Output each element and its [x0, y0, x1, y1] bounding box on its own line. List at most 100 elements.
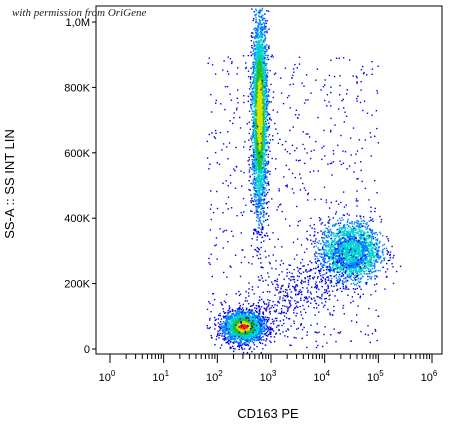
data-point	[259, 328, 262, 330]
data-point	[252, 65, 255, 67]
data-point	[258, 23, 260, 25]
data-point	[261, 15, 263, 18]
data-point	[256, 64, 258, 66]
data-point	[232, 342, 235, 345]
data-point	[267, 181, 270, 183]
data-point	[219, 315, 221, 317]
data-point	[227, 315, 229, 318]
data-point	[261, 33, 263, 35]
data-point	[252, 102, 254, 104]
data-point	[252, 182, 254, 184]
data-point	[255, 85, 257, 88]
data-point	[221, 329, 224, 331]
data-point	[264, 329, 266, 331]
data-point	[258, 50, 260, 52]
data-point	[254, 200, 257, 203]
data-point	[233, 329, 235, 332]
data-point	[267, 104, 269, 106]
data-point	[227, 316, 230, 319]
data-point	[262, 172, 264, 174]
data-point	[259, 331, 261, 333]
data-point	[263, 158, 266, 160]
data-point	[262, 14, 264, 16]
data-point	[258, 227, 261, 229]
data-point	[261, 192, 263, 194]
data-point	[244, 344, 246, 346]
data-point	[258, 178, 261, 181]
data-point	[268, 122, 270, 124]
data-point	[221, 333, 223, 335]
data-point	[230, 338, 232, 340]
data-point	[258, 198, 260, 200]
data-point	[248, 321, 250, 324]
data-point	[252, 123, 255, 125]
data-point	[260, 203, 262, 205]
data-point	[261, 179, 263, 181]
data-point	[225, 322, 227, 325]
data-point	[261, 19, 263, 21]
data-point	[227, 341, 229, 343]
data-point	[267, 171, 269, 174]
data-point	[239, 342, 242, 345]
data-point	[267, 135, 269, 138]
data-point	[237, 328, 239, 330]
data-point	[253, 125, 256, 127]
data-point	[226, 316, 228, 318]
data-point	[264, 102, 266, 104]
data-point	[231, 330, 234, 332]
data-point	[264, 87, 267, 89]
data-point	[258, 48, 261, 51]
data-point	[251, 155, 253, 157]
data-point	[240, 332, 242, 334]
data-point	[249, 128, 252, 130]
data-point	[250, 106, 252, 108]
data-point	[247, 339, 250, 341]
data-point	[251, 335, 253, 338]
data-point	[260, 54, 262, 56]
data-point	[259, 149, 261, 151]
data-point	[255, 210, 257, 213]
data-point	[251, 319, 254, 321]
data-point	[244, 325, 246, 328]
data-point	[256, 208, 258, 211]
data-point	[258, 314, 260, 317]
data-point	[255, 67, 257, 69]
data-point	[230, 338, 233, 341]
data-point	[227, 332, 229, 334]
data-point	[257, 319, 259, 321]
data-point	[251, 126, 253, 128]
data-point	[263, 140, 266, 143]
data-point	[261, 70, 263, 72]
data-point	[234, 318, 236, 320]
data-point	[254, 165, 257, 167]
data-point	[257, 230, 259, 233]
data-point	[249, 337, 252, 339]
data-point	[237, 310, 240, 312]
data-point	[233, 323, 235, 325]
data-point	[262, 120, 264, 122]
data-point	[247, 312, 249, 314]
data-point	[261, 224, 263, 226]
data-point	[256, 55, 258, 57]
data-point	[223, 312, 226, 314]
data-point	[240, 317, 242, 319]
data-point	[264, 118, 267, 120]
data-point	[257, 43, 260, 45]
data-point	[253, 314, 255, 316]
data-point	[257, 42, 260, 44]
data-point	[263, 135, 265, 137]
data-point	[258, 162, 260, 164]
data-point	[254, 77, 256, 79]
data-point	[257, 22, 259, 24]
data-point	[263, 81, 266, 83]
data-point	[252, 312, 254, 314]
data-point	[236, 313, 238, 315]
data-point	[256, 336, 258, 338]
data-point	[259, 157, 261, 159]
data-point	[242, 329, 244, 331]
data-point	[261, 141, 263, 143]
data-point	[237, 345, 239, 347]
data-point	[258, 320, 260, 322]
data-point	[252, 82, 254, 84]
data-point	[266, 55, 269, 57]
